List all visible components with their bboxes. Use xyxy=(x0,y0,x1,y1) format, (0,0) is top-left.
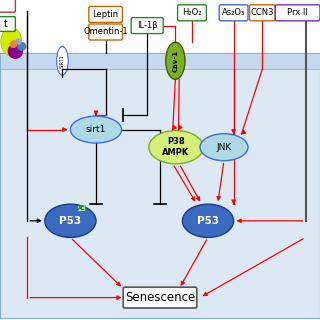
FancyBboxPatch shape xyxy=(219,5,248,21)
Text: Omentin-1: Omentin-1 xyxy=(83,28,128,36)
FancyBboxPatch shape xyxy=(89,24,123,40)
Text: JNK: JNK xyxy=(216,143,232,152)
FancyBboxPatch shape xyxy=(0,53,320,318)
Circle shape xyxy=(18,43,26,50)
FancyBboxPatch shape xyxy=(250,5,275,21)
Ellipse shape xyxy=(149,131,203,164)
Ellipse shape xyxy=(182,204,234,237)
Text: As₂O₃: As₂O₃ xyxy=(222,8,245,17)
Text: IL-1β: IL-1β xyxy=(137,21,157,30)
Text: P53: P53 xyxy=(59,216,82,226)
FancyBboxPatch shape xyxy=(275,5,320,21)
Bar xyxy=(0,53,320,69)
Circle shape xyxy=(10,41,17,47)
Text: sirt1: sirt1 xyxy=(86,125,106,134)
Text: Cav-1: Cav-1 xyxy=(172,50,178,72)
Text: Senescence: Senescence xyxy=(125,291,195,304)
Text: H₂O₂: H₂O₂ xyxy=(182,8,202,17)
Text: Prx II: Prx II xyxy=(287,8,308,17)
Ellipse shape xyxy=(1,27,22,56)
Text: Leptin: Leptin xyxy=(92,10,119,19)
Text: P53: P53 xyxy=(197,216,219,226)
Text: AC: AC xyxy=(78,206,85,211)
Text: P38
AMPK: P38 AMPK xyxy=(162,138,190,157)
FancyBboxPatch shape xyxy=(178,5,206,21)
FancyBboxPatch shape xyxy=(123,287,197,308)
Ellipse shape xyxy=(200,134,248,161)
FancyBboxPatch shape xyxy=(131,18,163,34)
Circle shape xyxy=(8,44,22,58)
Ellipse shape xyxy=(70,116,122,143)
Ellipse shape xyxy=(45,204,96,237)
FancyBboxPatch shape xyxy=(0,0,15,12)
Circle shape xyxy=(16,39,21,44)
FancyBboxPatch shape xyxy=(0,17,15,31)
Ellipse shape xyxy=(166,42,185,79)
Text: CCN3: CCN3 xyxy=(251,8,274,17)
FancyBboxPatch shape xyxy=(89,6,123,22)
Ellipse shape xyxy=(57,46,68,75)
Text: t: t xyxy=(4,19,8,29)
Text: SIRT1: SIRT1 xyxy=(60,54,65,68)
